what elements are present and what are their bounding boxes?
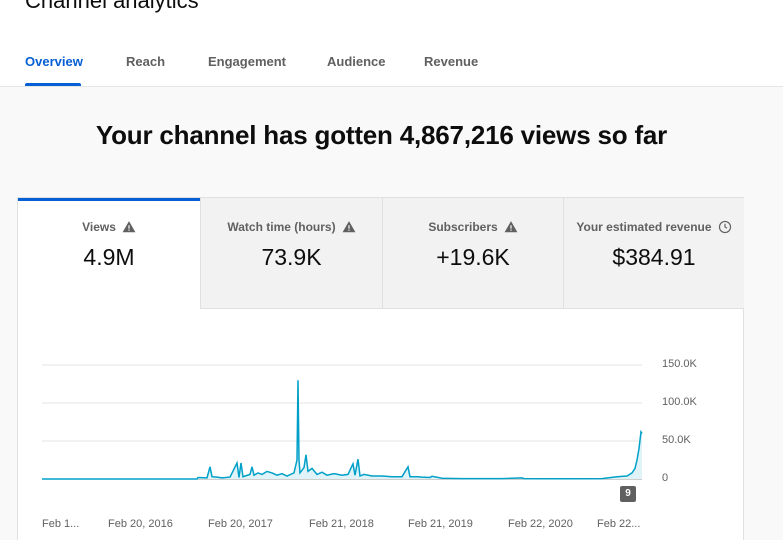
- metric-label: Views: [82, 220, 116, 234]
- metric-views-label-row: Views: [18, 220, 200, 234]
- tab-audience[interactable]: Audience: [327, 54, 386, 69]
- metric-views[interactable]: Views 4.9M: [18, 198, 200, 309]
- tab-reach[interactable]: Reach: [126, 54, 166, 69]
- y-tick-label: 50.0K: [662, 434, 691, 446]
- metric-value: $384.91: [612, 244, 696, 270]
- metric-revenue[interactable]: Your estimated revenue $384.91: [563, 198, 744, 309]
- metric-revenue-label-row: Your estimated revenue: [564, 220, 744, 234]
- chart-area-fill: [42, 380, 642, 479]
- x-tick-label: Feb 21, 2019: [408, 518, 473, 530]
- x-tick-label: Feb 1...: [42, 518, 80, 530]
- chart-series-line: [42, 380, 643, 480]
- warning-icon[interactable]: [122, 220, 136, 234]
- x-tick-label: Feb 21, 2018: [309, 518, 374, 530]
- warning-icon[interactable]: [504, 220, 518, 234]
- metric-label: Watch time (hours): [227, 220, 336, 234]
- x-tick-label: Feb 20, 2016: [108, 518, 173, 530]
- metric-subscribers-label-row: Subscribers: [383, 220, 563, 234]
- metric-subscribers[interactable]: Subscribers +19.6K: [382, 198, 563, 309]
- tab-revenue[interactable]: Revenue: [424, 54, 479, 69]
- metric-value: 73.9K: [261, 244, 322, 270]
- metric-watch-time[interactable]: Watch time (hours) 73.9K: [200, 198, 382, 309]
- views-headline: Your channel has gotten 4,867,216 views …: [95, 120, 668, 150]
- metric-value: +19.6K: [436, 244, 510, 270]
- views-line-chart[interactable]: [0, 340, 783, 540]
- tab-engagement[interactable]: Engagement: [208, 54, 287, 69]
- x-tick-label: Feb 22, 2020: [508, 518, 573, 530]
- warning-icon[interactable]: [342, 220, 356, 234]
- metric-label: Subscribers: [428, 220, 498, 234]
- y-tick-label: 150.0K: [662, 358, 697, 370]
- page-title: Channel analytics: [25, 0, 199, 13]
- metric-value: 4.9M: [83, 244, 135, 270]
- y-tick-label: 0: [662, 472, 669, 484]
- metric-label: Your estimated revenue: [576, 220, 712, 234]
- metrics-card: Views 4.9M Watch time (hours) 73.9K Subs…: [17, 197, 744, 540]
- y-tick-label: 100.0K: [662, 396, 697, 408]
- clock-icon[interactable]: [718, 220, 732, 234]
- x-tick-label: Feb 22...: [597, 518, 641, 530]
- tab-overview[interactable]: Overview: [25, 42, 83, 86]
- tab-bar: Overview Reach Engagement Audience Reven…: [0, 42, 783, 87]
- annotation-count-badge[interactable]: 9: [620, 486, 636, 502]
- metric-watch-time-label-row: Watch time (hours): [201, 220, 382, 234]
- x-tick-label: Feb 20, 2017: [208, 518, 273, 530]
